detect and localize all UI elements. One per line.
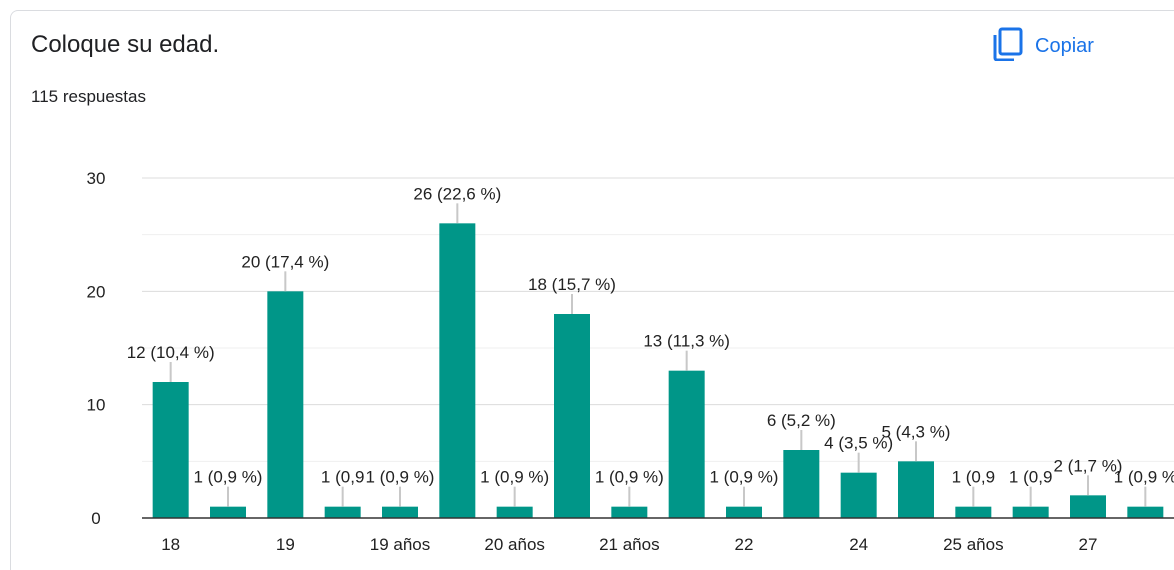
data-label: 1 (0,9 %) xyxy=(480,468,549,487)
data-label: 1 (0,9 xyxy=(321,468,364,487)
bar xyxy=(955,506,992,518)
copy-label: Copiar xyxy=(1035,35,1094,57)
bar xyxy=(324,506,361,518)
bar xyxy=(267,291,304,518)
x-tick-label: 18 xyxy=(161,535,180,554)
x-tick-label: 19 años xyxy=(370,535,431,554)
y-tick-label: 20 xyxy=(87,282,106,301)
bar xyxy=(668,370,705,518)
data-label: 1 (0,9 %) xyxy=(710,468,779,487)
chart-card: Coloque su edad. 115 respuestas Copiar xyxy=(10,10,1174,570)
bar xyxy=(152,382,189,518)
x-tick-label: 25 años xyxy=(943,535,1004,554)
copy-button[interactable]: Copiar xyxy=(993,27,1094,66)
data-label: 26 (22,6 %) xyxy=(413,184,501,203)
data-label: 6 (5,2 %) xyxy=(767,411,836,430)
x-tick-label: 21 años xyxy=(599,535,660,554)
bar xyxy=(611,506,648,518)
question-title: Coloque su edad. xyxy=(31,31,220,58)
bar xyxy=(1127,506,1164,518)
data-label: 1 (0,9 xyxy=(1009,468,1052,487)
data-label: 2 (1,7 %) xyxy=(1054,456,1123,475)
bar xyxy=(496,506,533,518)
response-count: 115 respuestas xyxy=(31,87,146,106)
bar xyxy=(783,450,820,518)
data-label: 5 (4,3 %) xyxy=(882,422,951,441)
data-label: 1 (0,9 xyxy=(952,468,995,487)
data-label: 20 (17,4 %) xyxy=(241,252,329,271)
bar xyxy=(554,314,590,518)
x-tick-label: 20 años xyxy=(484,535,545,554)
data-label: 18 (15,7 %) xyxy=(528,275,616,294)
x-tick-label: 24 xyxy=(849,535,868,554)
data-label: 1 (0,9 %) xyxy=(595,468,664,487)
data-label: 13 (11,3 %) xyxy=(643,332,730,351)
data-label: 1 (0,9 % xyxy=(1114,468,1174,487)
y-tick-label: 0 xyxy=(91,509,100,528)
x-tick-label: 27 xyxy=(1079,535,1098,554)
x-tick-label: 22 xyxy=(735,535,754,554)
data-label: 1 (0,9 %) xyxy=(366,468,435,487)
bar xyxy=(210,506,246,518)
bar xyxy=(439,223,476,519)
data-label: 4 (3,5 %) xyxy=(824,434,893,453)
data-label: 12 (10,4 %) xyxy=(127,343,215,362)
bar xyxy=(1012,506,1049,518)
bar xyxy=(726,506,762,518)
bar xyxy=(898,461,934,518)
y-tick-label: 30 xyxy=(87,169,106,188)
data-label: 1 (0,9 %) xyxy=(194,468,263,487)
copy-icon xyxy=(993,27,1023,66)
bar xyxy=(1070,495,1106,518)
y-tick-label: 10 xyxy=(87,396,106,415)
bar xyxy=(382,506,418,518)
bar xyxy=(840,472,877,518)
x-tick-label: 19 xyxy=(276,535,295,554)
